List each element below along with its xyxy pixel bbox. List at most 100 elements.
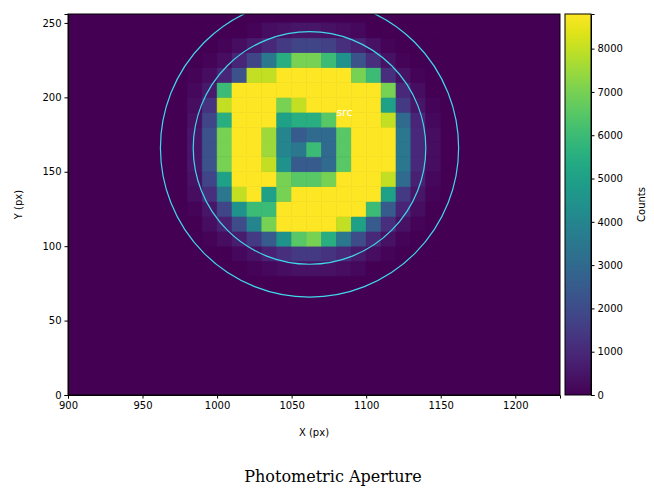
heatmap-cell <box>217 38 232 53</box>
tick: 0 <box>55 390 68 401</box>
axis: 0 50 100 150 200 250 <box>42 15 68 401</box>
heatmap-cell <box>247 142 262 157</box>
heatmap-cell <box>187 202 202 217</box>
heatmap-cell <box>217 97 232 112</box>
tick-mark <box>591 308 595 309</box>
chart-svg: src9009501000105011001150120005010015020… <box>0 0 654 490</box>
heatmap-cell <box>411 97 426 112</box>
heatmap-cell <box>381 82 396 97</box>
heatmap-cell <box>396 112 411 127</box>
heatmap-cell <box>336 202 351 217</box>
tick-mark <box>591 352 595 353</box>
colorbar <box>565 14 591 395</box>
tick-label: 950 <box>133 400 152 411</box>
tick-label: 250 <box>42 18 61 29</box>
heatmap-cell <box>336 157 351 172</box>
tick-mark <box>292 395 293 399</box>
heatmap-cell <box>366 157 381 172</box>
heatmap-cell <box>307 38 322 53</box>
heatmap-cell <box>381 172 396 187</box>
heatmap-cell <box>396 172 411 187</box>
tick: 950 <box>133 395 152 411</box>
cells <box>187 23 440 276</box>
heatmap-cell <box>232 216 247 231</box>
heatmap-cell <box>381 216 396 231</box>
heatmap-cell <box>411 142 426 157</box>
heatmap-cell <box>336 53 351 68</box>
heatmap-cell <box>336 82 351 97</box>
heatmap-cell <box>426 187 441 202</box>
heatmap-cell <box>307 68 322 83</box>
heatmap-cell <box>396 127 411 142</box>
heatmap-cell <box>292 216 307 231</box>
heatmap-cell <box>307 23 322 38</box>
heatmap-cell <box>277 246 292 261</box>
heatmap-cell <box>381 97 396 112</box>
heatmap-cell <box>321 68 336 83</box>
heatmap-cell <box>247 172 262 187</box>
tick-mark <box>515 395 516 399</box>
heatmap-cell <box>321 231 336 246</box>
heatmap-cell <box>426 246 441 261</box>
tick: 1000 <box>205 395 230 411</box>
heatmap-cell <box>411 216 426 231</box>
tick: 50 <box>49 315 68 326</box>
tick-mark <box>65 246 69 247</box>
heatmap-cell <box>277 142 292 157</box>
heatmap-cell <box>336 261 351 276</box>
heatmap-cell <box>426 127 441 142</box>
tick-label: 50 <box>49 315 62 326</box>
heatmap-cell <box>307 97 322 112</box>
heatmap-cell <box>351 82 366 97</box>
tick-label: 1100 <box>354 400 379 411</box>
tick-label: 100 <box>42 241 61 252</box>
heatmap-cell <box>396 157 411 172</box>
heatmap-cell <box>307 82 322 97</box>
tick-mark <box>591 222 595 223</box>
tick-label: 6000 <box>598 130 623 141</box>
heatmap-cell <box>307 172 322 187</box>
tick: 100 <box>42 241 68 252</box>
tick-label: 900 <box>59 400 78 411</box>
tick: 250 <box>42 18 68 29</box>
tick-mark <box>65 172 69 173</box>
tick-mark <box>441 395 442 399</box>
heatmap-cell <box>321 97 336 112</box>
heatmap-cell <box>277 38 292 53</box>
heatmap-cell <box>366 127 381 142</box>
heatmap-cell <box>202 202 217 217</box>
heatmap-cell <box>292 157 307 172</box>
tick-mark <box>65 97 69 98</box>
heatmap-cell <box>351 53 366 68</box>
heatmap-cell <box>202 127 217 142</box>
axis: 010002000300040005000600070008000 <box>591 15 623 401</box>
heatmap-cell <box>217 53 232 68</box>
heatmap-cell <box>202 53 217 68</box>
tick-label: 1000 <box>205 400 230 411</box>
heatmap-cell <box>292 127 307 142</box>
heatmap-cell <box>277 82 292 97</box>
heatmap-cell <box>232 142 247 157</box>
heatmap-cell <box>366 231 381 246</box>
y-axis-title: Y (px) <box>13 190 24 220</box>
heatmap-cell <box>336 38 351 53</box>
heatmap-cell <box>426 142 441 157</box>
heatmap-cell <box>351 231 366 246</box>
heatmap-cell <box>262 68 277 83</box>
tick: 1200 <box>503 395 528 411</box>
axis-line <box>69 396 561 399</box>
apertures <box>160 14 458 297</box>
heatmap-cell <box>381 53 396 68</box>
heatmap-cell <box>232 261 247 276</box>
tick-label: 200 <box>42 92 61 103</box>
heatmap-cell <box>217 127 232 142</box>
heatmap-cell <box>321 38 336 53</box>
heatmap-cell <box>396 23 411 38</box>
tick-label: 150 <box>42 166 61 177</box>
heatmap-cell <box>187 82 202 97</box>
heatmap-cell <box>247 23 262 38</box>
heatmap-cell <box>247 231 262 246</box>
heatmap-cell <box>262 38 277 53</box>
heatmap-cell <box>411 246 426 261</box>
plot-background <box>68 14 560 395</box>
